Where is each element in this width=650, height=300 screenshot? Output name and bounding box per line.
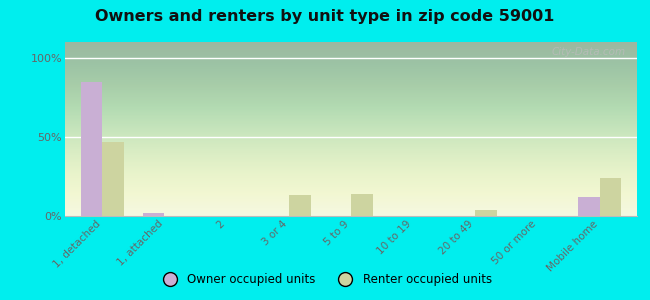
Bar: [81, 82, 102, 216]
Bar: [351, 194, 372, 216]
Bar: [143, 213, 164, 216]
Bar: [578, 197, 600, 216]
Bar: [102, 142, 124, 216]
Text: City-Data.com: City-Data.com: [551, 47, 625, 57]
Bar: [600, 178, 621, 216]
Bar: [475, 210, 497, 216]
Bar: [289, 195, 311, 216]
Legend: Owner occupied units, Renter occupied units: Owner occupied units, Renter occupied un…: [153, 269, 497, 291]
Text: Owners and renters by unit type in zip code 59001: Owners and renters by unit type in zip c…: [96, 9, 554, 24]
